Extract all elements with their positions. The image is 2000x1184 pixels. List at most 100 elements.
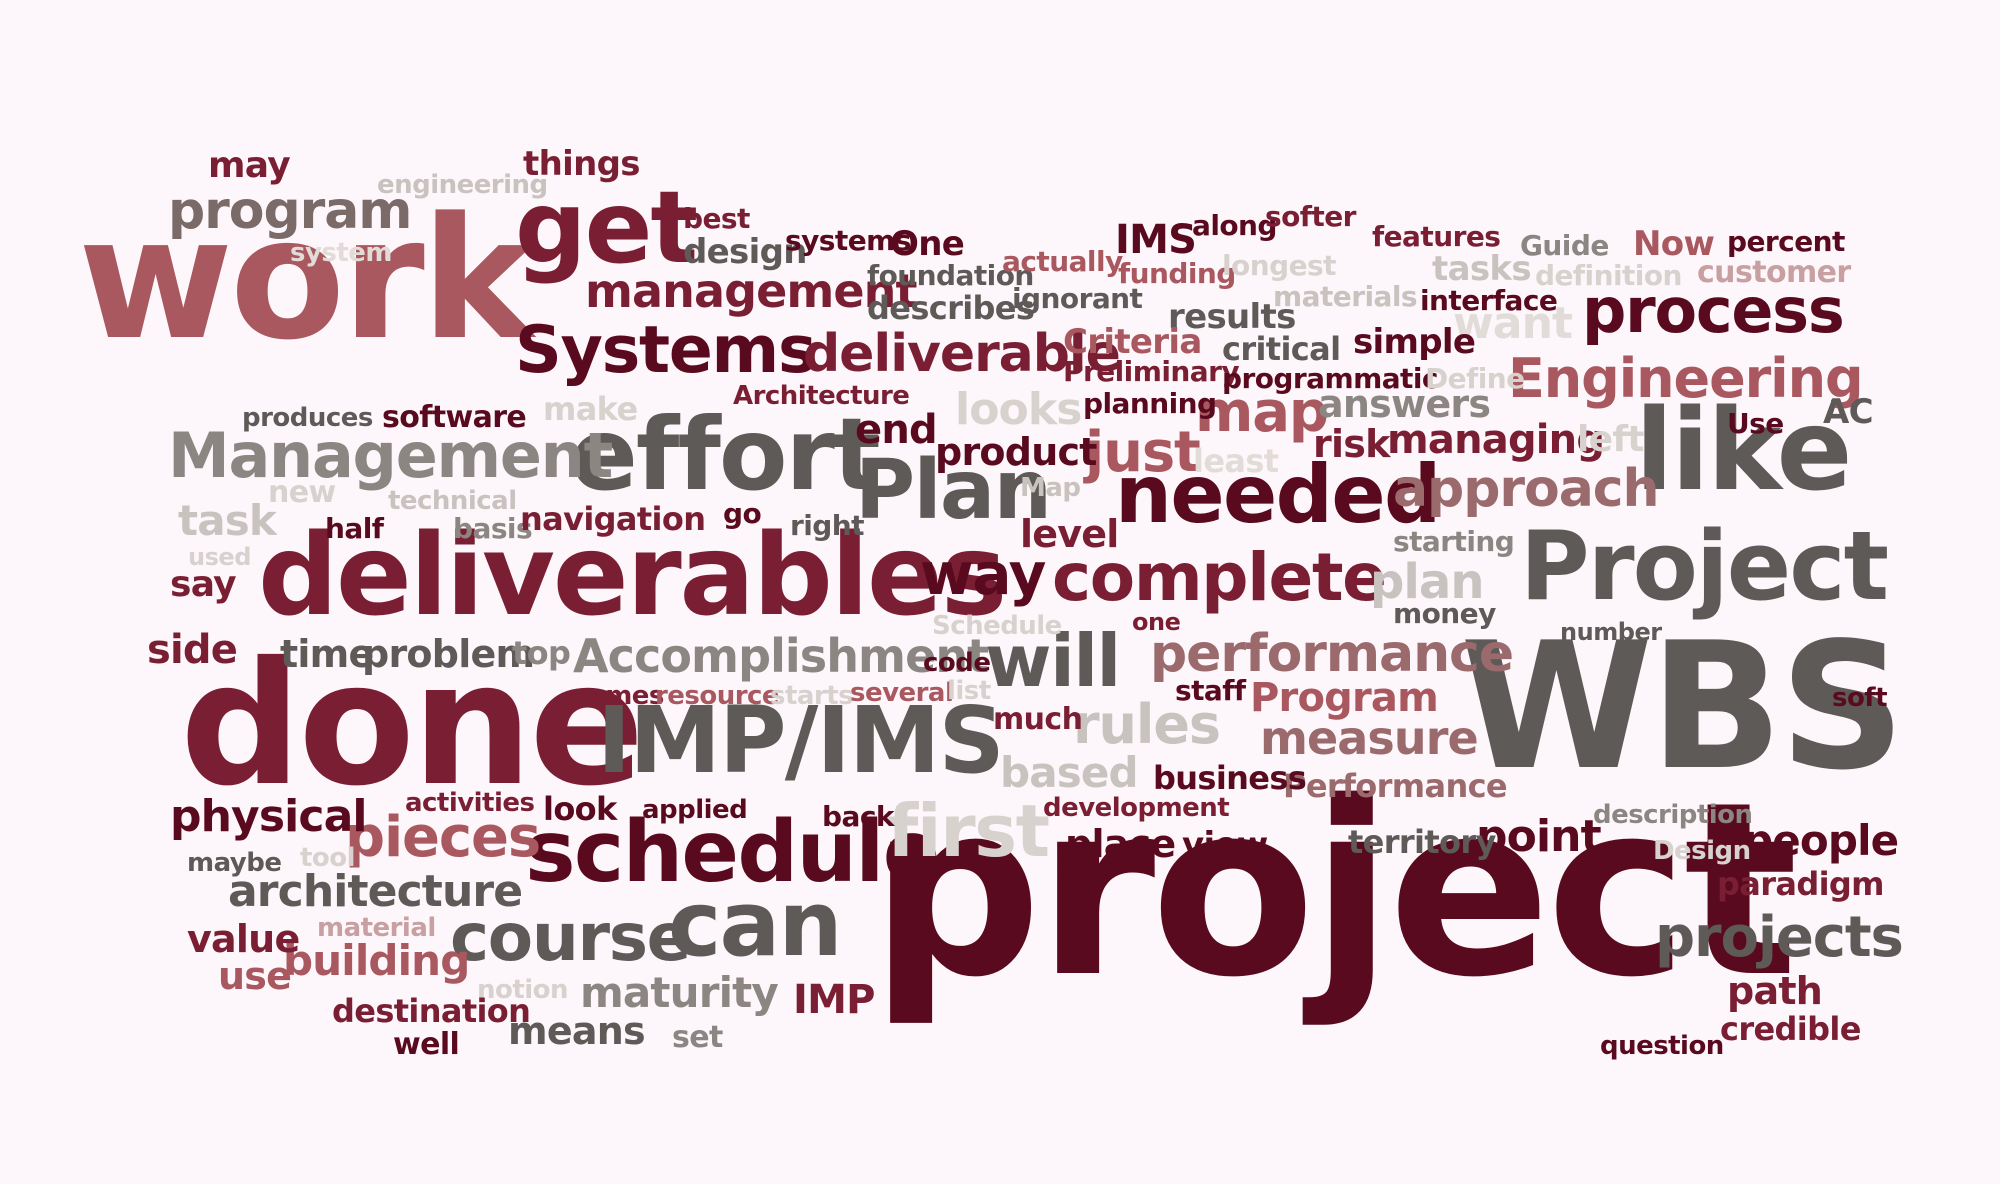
word-right: right <box>790 509 865 542</box>
word-end: end <box>855 407 938 453</box>
word-first: first <box>887 789 1050 873</box>
word-rules: rules <box>1073 693 1221 756</box>
word-development: development <box>1043 793 1230 823</box>
word-Map: Map <box>1020 473 1081 503</box>
word-complete: complete <box>1052 539 1387 616</box>
word-things: things <box>523 144 641 184</box>
word-one: one <box>1132 608 1181 636</box>
word-IMPIMS: IMP/IMS <box>597 687 1005 794</box>
word-used: used <box>188 543 251 571</box>
word-activities: activities <box>405 788 535 818</box>
word-physical: physical <box>170 791 367 842</box>
word-just: just <box>1085 420 1201 485</box>
word-place: place <box>1065 822 1176 866</box>
word-half: half <box>325 512 384 545</box>
word-course: course <box>450 899 691 976</box>
word-get: get <box>515 169 698 286</box>
word-produces: produces <box>242 403 373 433</box>
word-view: view <box>1182 825 1268 865</box>
word-question: question <box>1600 1031 1724 1061</box>
word-top: top <box>512 634 571 672</box>
word-can: can <box>668 872 843 977</box>
word-management: management <box>585 264 917 318</box>
word-time: time <box>280 632 374 676</box>
word-done: done <box>180 626 645 824</box>
word-problem: problem <box>362 632 535 676</box>
word-approach: approach <box>1393 459 1660 519</box>
word-left: left <box>1577 419 1644 460</box>
word-critical: critical <box>1222 330 1341 368</box>
word-managing: managing <box>1387 417 1605 463</box>
word-several: several <box>850 678 954 708</box>
word-deliverable: deliverable <box>803 324 1121 384</box>
word-risk: risk <box>1313 422 1390 466</box>
word-customer: customer <box>1697 255 1851 290</box>
word-Define: Define <box>1425 362 1525 395</box>
word-projects: projects <box>1655 905 1904 970</box>
word-results: results <box>1168 297 1296 337</box>
word-value: value <box>187 917 300 961</box>
word-tool: tool <box>300 843 356 873</box>
word-resource: resource <box>655 681 780 711</box>
word-IMS: IMS <box>1115 217 1197 263</box>
word-along: along <box>1192 209 1277 242</box>
word-say: say <box>170 564 237 605</box>
word-soft: soft <box>1832 683 1888 713</box>
word-means: means <box>508 1009 646 1053</box>
word-Management: Management <box>168 419 613 492</box>
word-like: like <box>1635 386 1853 516</box>
word-features: features <box>1372 220 1501 253</box>
word-go: go <box>723 497 762 530</box>
word-business: business <box>1153 759 1307 797</box>
word-technical: technical <box>388 486 517 516</box>
word-description: description <box>1593 800 1753 830</box>
word-starts: starts <box>770 681 854 711</box>
word-Use: Use <box>1727 407 1784 440</box>
word-may: may <box>208 145 291 186</box>
word-people: people <box>1743 816 1899 865</box>
word-actually: actually <box>1002 245 1123 278</box>
word-best: best <box>683 202 750 235</box>
word-level: level <box>1020 512 1119 556</box>
word-number: number <box>1560 618 1662 646</box>
word-product: product <box>935 430 1097 474</box>
word-schedule: schedule <box>525 803 940 902</box>
word-least: least <box>1193 442 1279 480</box>
word-IMP: IMP <box>793 977 875 1023</box>
word-materials: materials <box>1273 280 1418 313</box>
word-applied: applied <box>642 795 748 825</box>
word-building: building <box>283 936 470 985</box>
word-credible: credible <box>1720 1010 1861 1048</box>
word-territory: territory <box>1348 823 1496 861</box>
word-basis: basis <box>453 512 533 545</box>
word-Now: Now <box>1633 224 1715 264</box>
word-navigation: navigation <box>520 500 706 538</box>
word-work: work <box>78 181 533 377</box>
word-Accomplishment: Accomplishment <box>573 629 989 683</box>
word-money: money <box>1393 597 1496 630</box>
word-Performance: Performance <box>1283 767 1508 805</box>
word-project: project <box>870 750 1798 1030</box>
word-process: process <box>1582 274 1845 347</box>
word-list: list <box>947 676 991 706</box>
word-Architecture: Architecture <box>733 381 910 411</box>
word-system: system <box>290 238 392 268</box>
word-Plan: Plan <box>855 443 1052 538</box>
word-paradigm: paradigm <box>1717 865 1885 903</box>
word-systems: systems <box>785 224 911 257</box>
word-architecture: architecture <box>228 866 523 917</box>
word-ignorant: ignorant <box>1012 282 1143 315</box>
word-Design: Design <box>1653 836 1751 866</box>
word-maturity: maturity <box>580 968 779 1017</box>
word-funding: funding <box>1118 257 1236 290</box>
word-well: well <box>393 1027 460 1062</box>
word-describes: describes <box>867 289 1035 327</box>
word-Guide: Guide <box>1520 229 1609 262</box>
word-interface: interface <box>1420 284 1558 317</box>
word-answers: answers <box>1318 382 1491 426</box>
word-foundation: foundation <box>867 259 1034 292</box>
word-comes: comes <box>573 681 664 711</box>
word-deliverables: deliverables <box>258 511 1007 641</box>
word-will: will <box>985 619 1121 703</box>
